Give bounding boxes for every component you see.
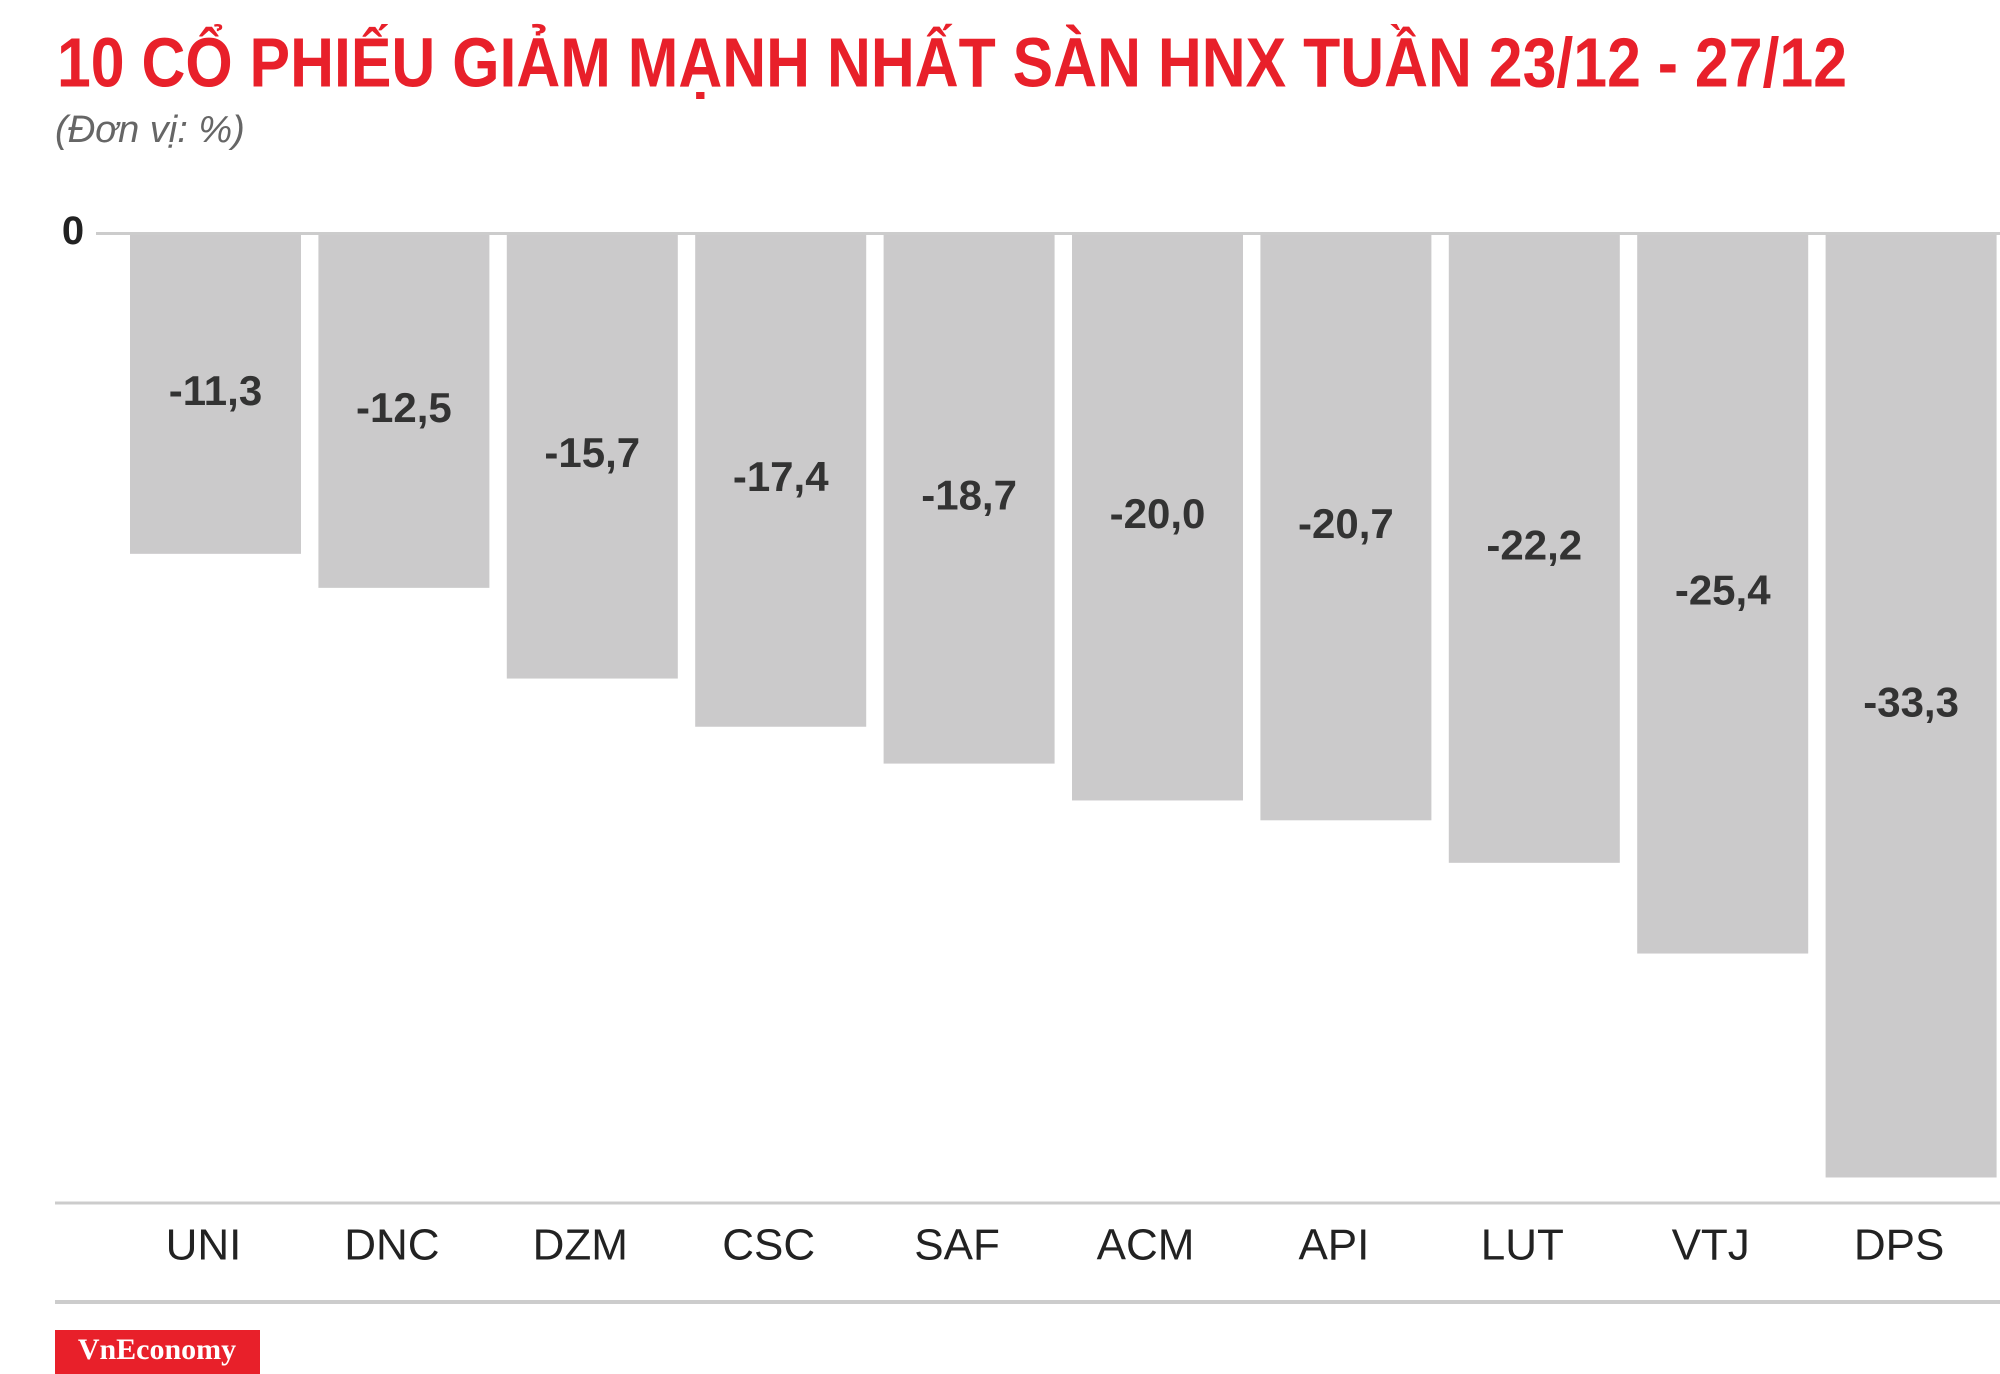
logo-box (55, 1330, 260, 1374)
value-label: -22,2 (1486, 521, 1582, 568)
value-label: -33,3 (1863, 679, 1959, 726)
x-tick-label: ACM (1097, 1221, 1195, 1270)
chart-title: 10 CỔ PHIẾU GIẢM MẠNH NHẤT SÀN HNX TUẦN … (57, 22, 1847, 101)
logo-text: VnEconomy (78, 1333, 236, 1366)
value-label: -25,4 (1675, 567, 1771, 614)
value-label: -18,7 (921, 472, 1017, 519)
x-tick-label: SAF (914, 1221, 1000, 1270)
bar (883, 233, 1055, 764)
bar (1825, 233, 1997, 1178)
value-label: -17,4 (733, 453, 829, 500)
bar (318, 233, 490, 588)
x-tick-label: DPS (1854, 1221, 1944, 1270)
x-tick-label: API (1298, 1221, 1369, 1270)
x-tick-label: DNC (344, 1221, 439, 1270)
bar (695, 233, 867, 727)
value-label: -12,5 (356, 384, 452, 431)
value-label: -20,0 (1110, 490, 1206, 537)
value-label: -20,7 (1298, 500, 1394, 547)
bar (506, 233, 678, 679)
value-label: -11,3 (169, 367, 262, 414)
bar (130, 233, 301, 554)
chart-subtitle: (Đơn vị: %) (55, 109, 245, 151)
x-tick-label: VTJ (1672, 1221, 1750, 1270)
y-tick-label: 0 (62, 209, 84, 253)
bar (1637, 233, 1809, 954)
bar (1448, 233, 1620, 863)
x-tick-label: UNI (166, 1221, 242, 1270)
bar (1260, 233, 1432, 821)
x-tick-label: CSC (722, 1221, 815, 1270)
bar (1072, 233, 1243, 801)
x-tick-label: LUT (1481, 1221, 1564, 1270)
value-label: -15,7 (544, 429, 640, 476)
x-tick-label: DZM (533, 1221, 628, 1270)
